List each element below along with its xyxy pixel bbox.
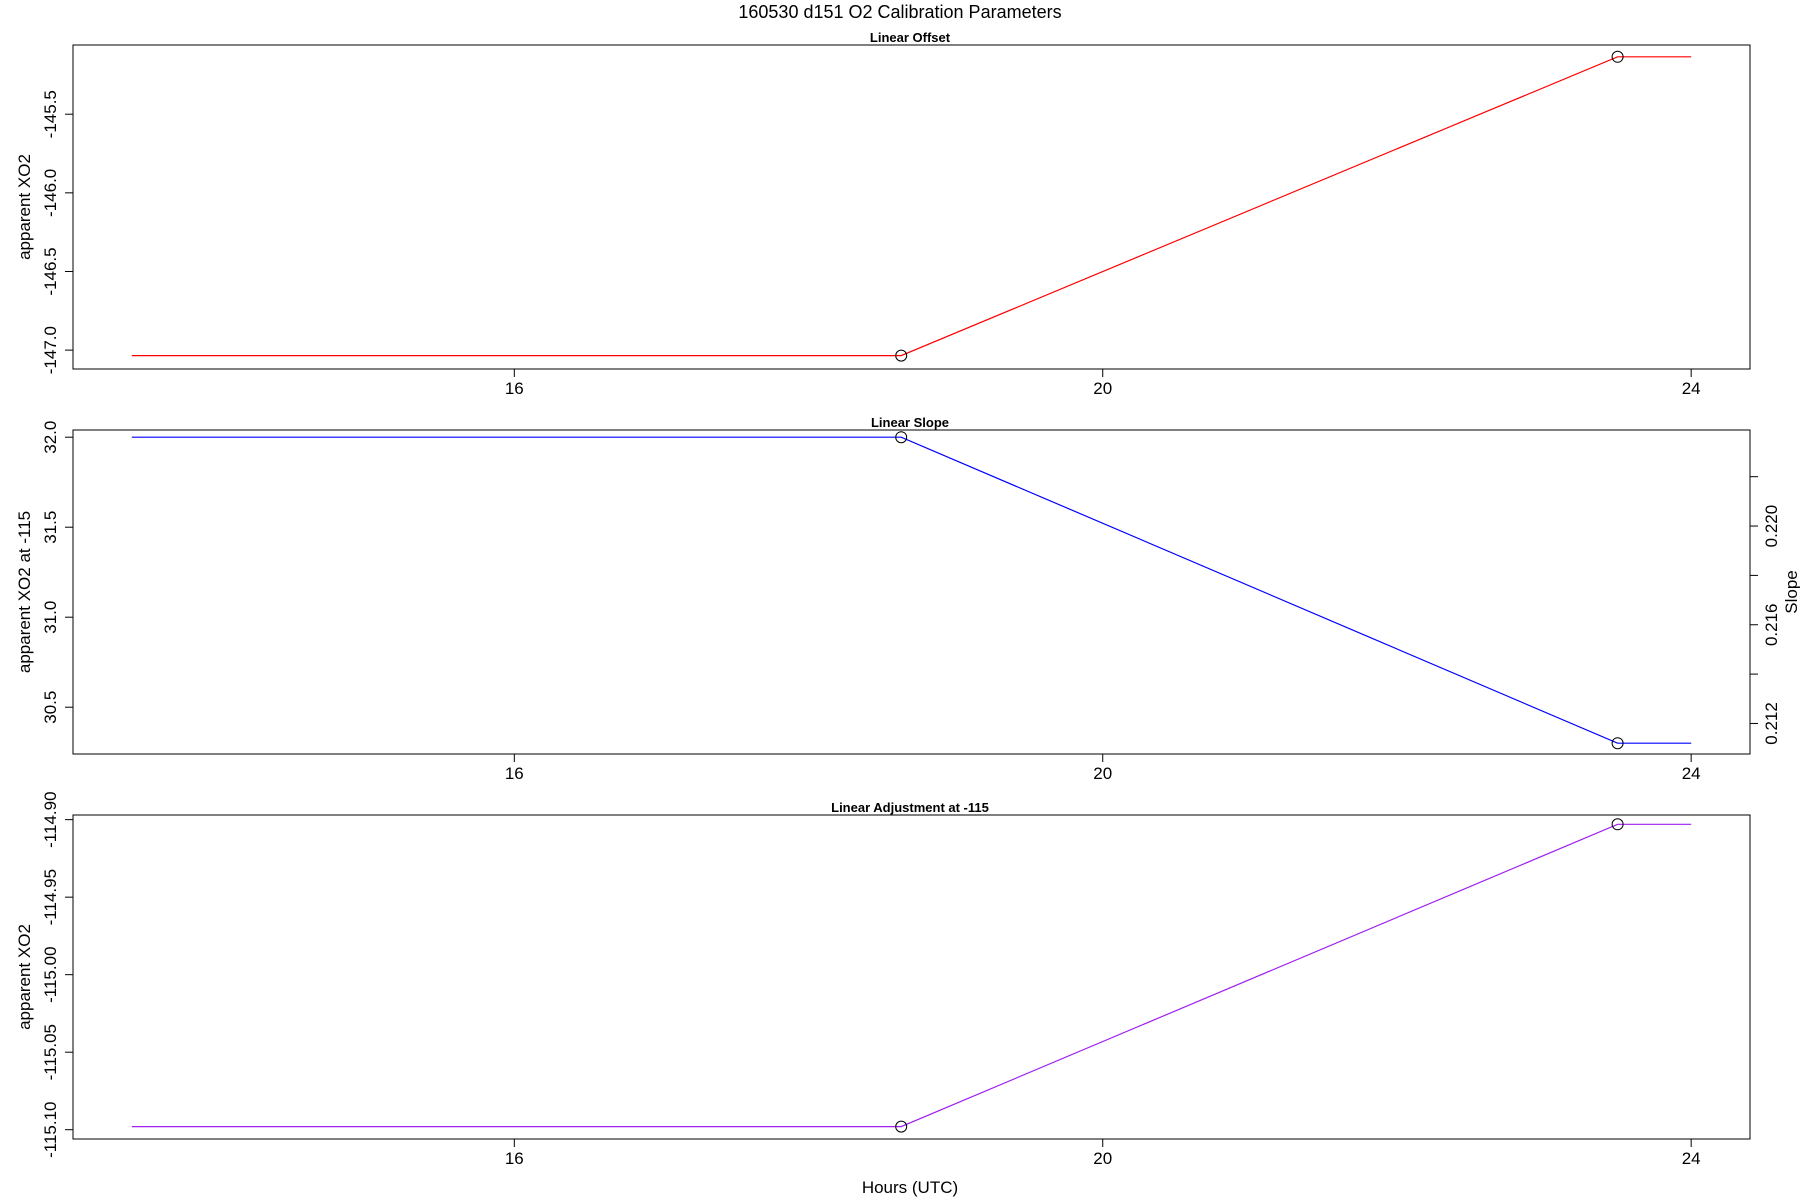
y2-tick-label: 0.220 (1762, 505, 1781, 548)
plot-frame (72, 44, 1751, 370)
plot-frame (72, 814, 1751, 1140)
page-title: 160530 d151 O2 Calibration Parameters (738, 2, 1061, 22)
x-tick-label: 16 (505, 764, 524, 783)
data-point-marker (895, 431, 908, 444)
y2-axis-title: Slope (1782, 570, 1800, 613)
panel-title: Linear Slope (871, 415, 949, 430)
series-line (131, 823, 1692, 1128)
x-tick-label: 20 (1093, 379, 1112, 398)
panel-1: Linear Offset 16 20 24 -147.0 -146.5 -146.0 -14… (15, 30, 1751, 398)
y-tick-label: -114.95 (41, 869, 60, 925)
series-line (131, 436, 1692, 744)
data-point-marker (1611, 50, 1624, 63)
y-tick-label: 30.5 (41, 691, 60, 724)
data-point-marker (895, 1120, 908, 1133)
plot-frame (72, 429, 1751, 755)
data-point-marker (1611, 737, 1624, 750)
x-tick-label: 20 (1093, 764, 1112, 783)
x-tick-label: 24 (1682, 379, 1701, 398)
series-line (131, 56, 1692, 357)
y-axis-title: apparent XO2 (15, 924, 34, 1030)
y-tick-label: -146.0 (41, 169, 60, 217)
y-tick-label: -114.90 (41, 791, 60, 847)
x-axis-title: Hours (UTC) (862, 1178, 958, 1197)
y-axis-title: apparent XO2 at -115 (15, 511, 34, 673)
panel-2: Linear Slope 16 20 24 30.5 31.0 31.5 32.0 appare… (15, 415, 1800, 783)
y-tick-label: -146.5 (41, 247, 60, 295)
y-tick-label: 31.0 (41, 601, 60, 634)
panel-title: Linear Adjustment at -115 (831, 800, 989, 815)
data-point-marker (895, 349, 908, 362)
y-axis-title: apparent XO2 (15, 154, 34, 260)
y-tick-label: -115.00 (41, 946, 60, 1002)
x-tick-label: 16 (505, 379, 524, 398)
chart-panels: Linear Offset 16 20 24 -147.0 -146.5 -146.0 -14… (15, 30, 1800, 1168)
y-tick-label: 31.5 (41, 511, 60, 544)
y-tick-label: 32.0 (41, 421, 60, 454)
x-tick-label: 20 (1093, 1149, 1112, 1168)
panel-title: Linear Offset (870, 30, 951, 45)
x-tick-label: 24 (1682, 764, 1701, 783)
x-tick-label: 16 (505, 1149, 524, 1168)
y2-tick-label: 0.216 (1762, 603, 1781, 646)
panel-3: Linear Adjustment at -115 16 20 24 -115.10 -1… (15, 791, 1751, 1168)
y2-tick-label: 0.212 (1762, 702, 1781, 745)
data-point-marker (1611, 818, 1624, 831)
y-tick-label: -147.0 (41, 326, 60, 374)
y-tick-label: -115.10 (41, 1101, 60, 1157)
y-tick-label: -115.05 (41, 1024, 60, 1080)
y-tick-label: -145.5 (41, 90, 60, 138)
x-tick-label: 24 (1682, 1149, 1701, 1168)
